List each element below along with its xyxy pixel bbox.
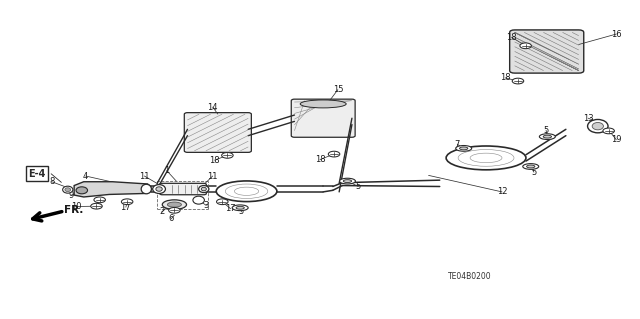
- Text: 19: 19: [611, 135, 621, 144]
- Text: 14: 14: [207, 103, 218, 112]
- Circle shape: [221, 152, 233, 158]
- Ellipse shape: [232, 205, 248, 211]
- Text: 5: 5: [531, 168, 536, 177]
- Text: 18: 18: [500, 73, 511, 82]
- Ellipse shape: [339, 178, 355, 184]
- Ellipse shape: [141, 184, 152, 194]
- Ellipse shape: [540, 134, 556, 139]
- Text: 15: 15: [333, 85, 343, 94]
- Ellipse shape: [523, 164, 539, 169]
- Text: 5: 5: [239, 207, 244, 216]
- Text: 11: 11: [207, 172, 218, 181]
- Ellipse shape: [193, 196, 204, 204]
- Ellipse shape: [446, 146, 526, 170]
- Ellipse shape: [63, 186, 73, 193]
- Ellipse shape: [153, 185, 166, 194]
- Ellipse shape: [216, 181, 277, 202]
- Circle shape: [94, 197, 106, 203]
- Ellipse shape: [76, 187, 88, 194]
- Text: 17: 17: [225, 204, 236, 213]
- Text: 2: 2: [159, 207, 164, 216]
- Ellipse shape: [236, 206, 244, 209]
- Ellipse shape: [198, 186, 209, 193]
- Circle shape: [520, 43, 531, 49]
- Text: 5: 5: [356, 182, 361, 191]
- Ellipse shape: [592, 122, 604, 130]
- Circle shape: [122, 199, 133, 204]
- Ellipse shape: [527, 165, 535, 168]
- Text: 1: 1: [164, 166, 170, 175]
- Text: 8: 8: [49, 177, 54, 186]
- Polygon shape: [74, 182, 151, 197]
- Text: FR.: FR.: [65, 205, 84, 215]
- Text: 17: 17: [120, 203, 131, 211]
- Text: 7: 7: [454, 140, 460, 149]
- Text: TE04B0200: TE04B0200: [448, 272, 492, 281]
- Ellipse shape: [168, 202, 181, 207]
- Ellipse shape: [156, 187, 163, 191]
- FancyBboxPatch shape: [291, 99, 355, 137]
- FancyBboxPatch shape: [160, 183, 206, 195]
- Text: 18: 18: [209, 156, 220, 165]
- Ellipse shape: [343, 180, 351, 182]
- Text: 16: 16: [611, 30, 621, 39]
- Circle shape: [169, 207, 180, 213]
- Ellipse shape: [300, 100, 346, 108]
- Text: 9: 9: [68, 190, 74, 200]
- Text: 12: 12: [497, 187, 508, 197]
- Text: E-4: E-4: [28, 169, 46, 179]
- Ellipse shape: [460, 147, 468, 150]
- Ellipse shape: [588, 120, 608, 133]
- Text: 18: 18: [315, 155, 325, 164]
- Text: 18: 18: [506, 33, 517, 42]
- FancyBboxPatch shape: [184, 113, 252, 152]
- Ellipse shape: [65, 188, 70, 192]
- Text: 11: 11: [139, 172, 150, 181]
- Text: 4: 4: [83, 172, 88, 181]
- Ellipse shape: [163, 200, 186, 209]
- FancyBboxPatch shape: [509, 30, 584, 73]
- Circle shape: [512, 78, 524, 84]
- Circle shape: [91, 203, 102, 209]
- Circle shape: [216, 199, 228, 204]
- Text: 10: 10: [71, 202, 81, 211]
- Text: 13: 13: [583, 114, 593, 123]
- Text: 6: 6: [168, 214, 174, 223]
- Ellipse shape: [543, 135, 552, 138]
- Ellipse shape: [456, 145, 472, 151]
- Circle shape: [603, 128, 614, 134]
- Ellipse shape: [201, 187, 206, 191]
- Text: 3: 3: [204, 201, 209, 210]
- Text: 5: 5: [543, 126, 548, 135]
- Circle shape: [328, 151, 340, 157]
